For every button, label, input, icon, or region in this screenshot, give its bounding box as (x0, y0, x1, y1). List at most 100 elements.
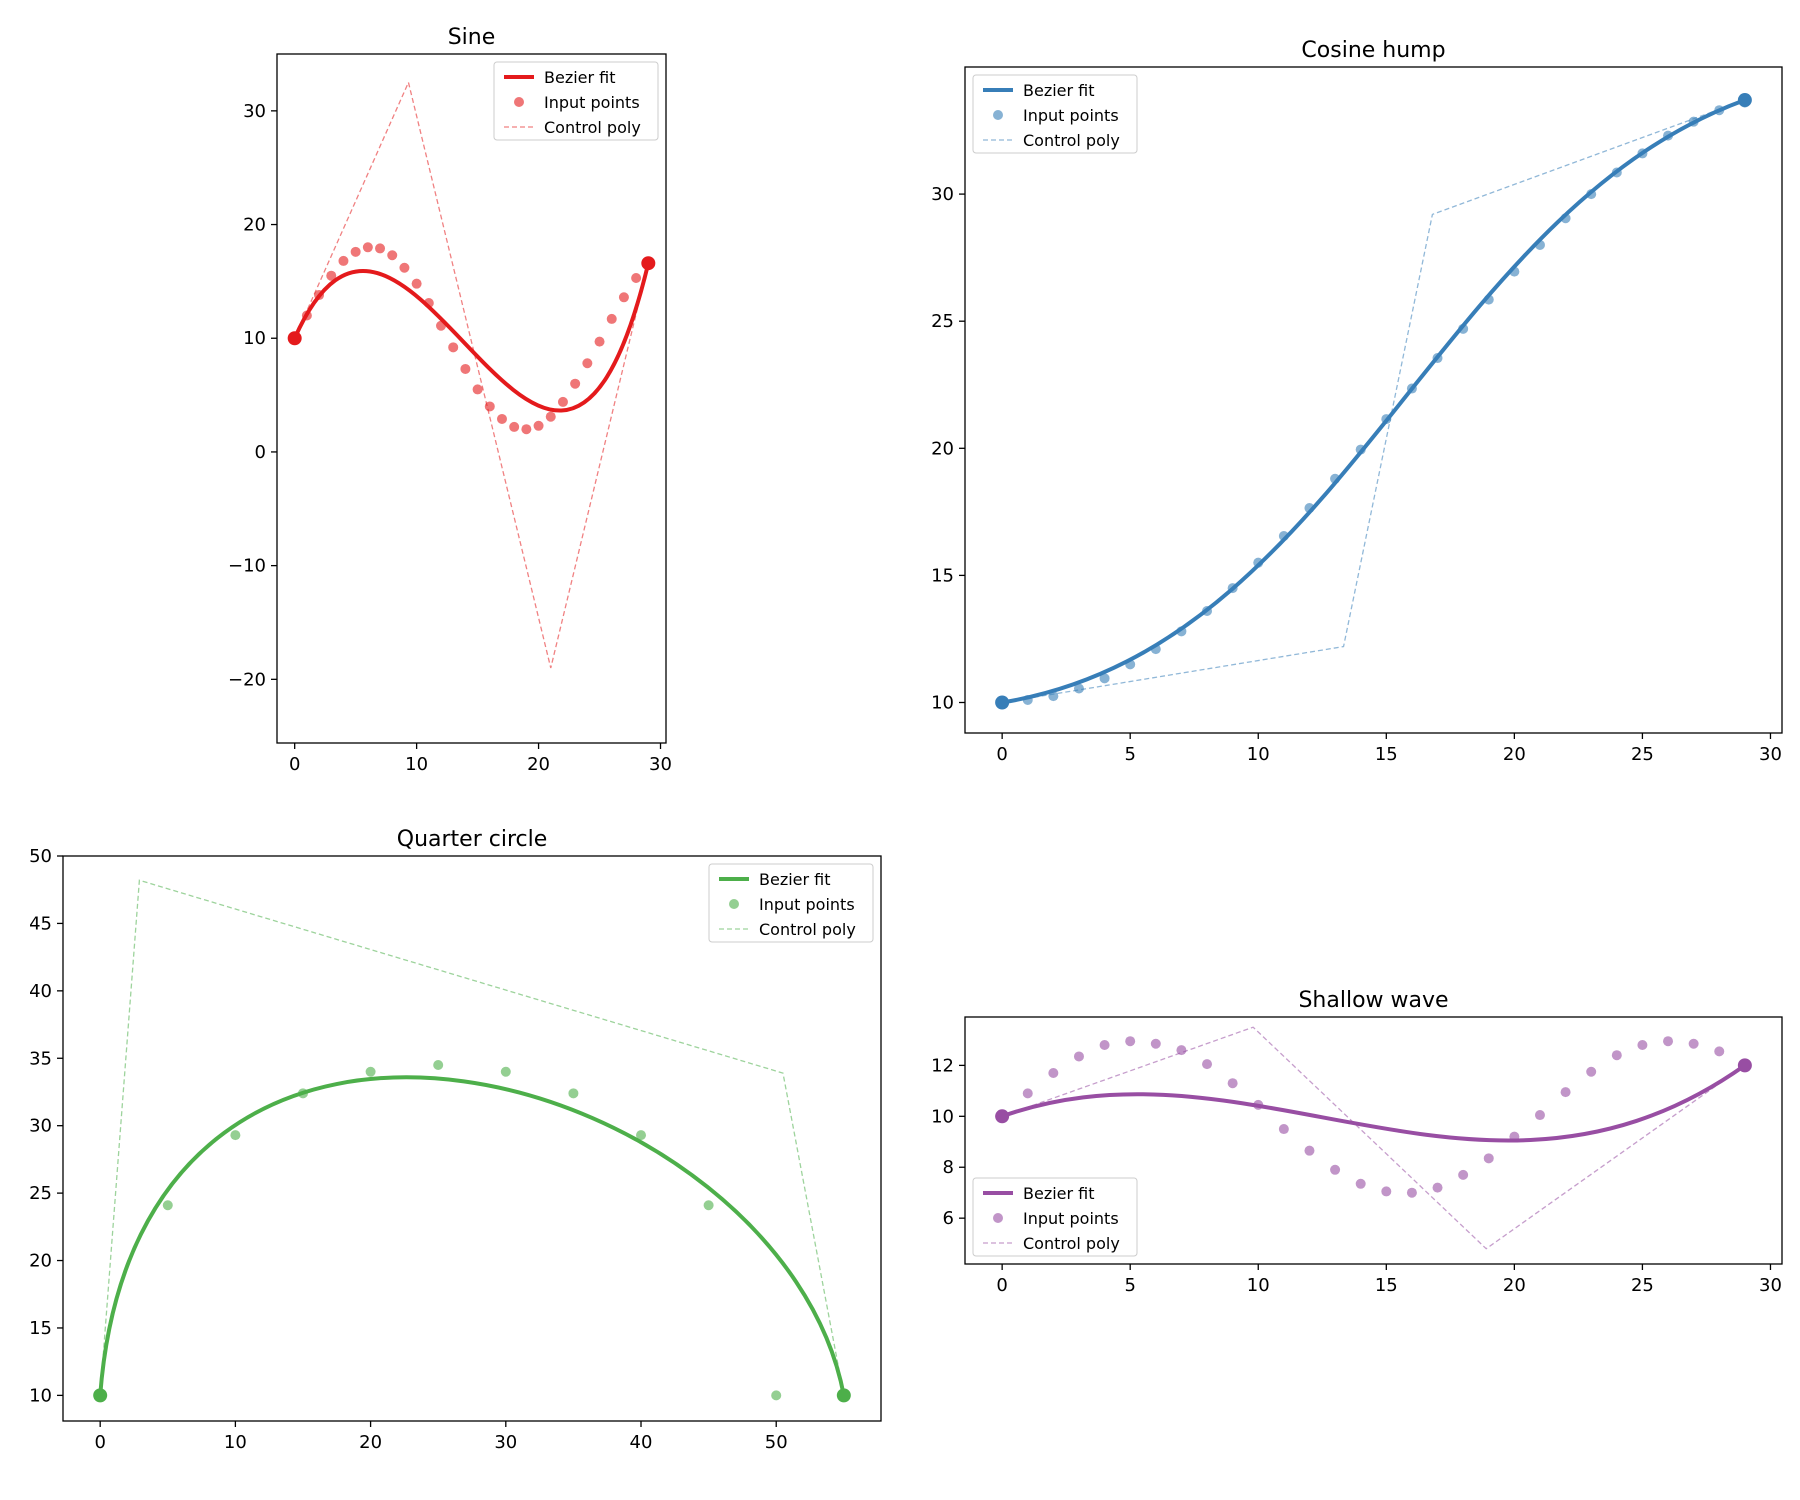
input-point (1586, 1066, 1597, 1077)
y-tick-label: 0 (255, 442, 266, 463)
input-point (582, 358, 593, 369)
subplot-4: Shallow wave 0 5 10 15 20 25 30 6 8 10 12 Bezier fit… (931, 988, 1783, 1296)
axes-frame (62, 855, 882, 1422)
control-polygon (1001, 1026, 1746, 1250)
input-point (365, 1066, 376, 1077)
input-point (568, 1088, 579, 1099)
y-tick-label: 6 (943, 1208, 954, 1229)
input-point (1022, 1088, 1033, 1099)
input-point (1381, 1186, 1392, 1197)
subplot-3: Quarter circle 0 10 20 30 40 50 10 15 20 25 30 35 40 4… (29, 827, 882, 1453)
input-point (557, 396, 568, 407)
input-point (362, 242, 373, 253)
legend-frame (708, 863, 874, 943)
legend-label: Bezier fit (759, 870, 831, 889)
input-point (1355, 1178, 1366, 1189)
x-tick-label: 30 (1759, 1275, 1782, 1296)
input-point (460, 363, 471, 374)
plot-area (997, 97, 1750, 708)
input-point (1150, 1038, 1161, 1049)
input-point (399, 262, 410, 273)
input-point (521, 424, 532, 435)
input-point (570, 378, 581, 389)
x-tick-label: 30 (1759, 744, 1782, 765)
endpoint-marker (287, 331, 302, 346)
input-point (631, 272, 642, 283)
legend-label: Input points (1023, 106, 1119, 125)
x-tick-label: 20 (1503, 1275, 1526, 1296)
legend-label: Control poly (544, 118, 641, 137)
x-tick-label: 10 (1247, 1275, 1270, 1296)
input-point (1406, 1187, 1417, 1198)
legend: Bezier fit Input points Control poly (493, 61, 659, 141)
legend-label: Bezier fit (544, 68, 616, 87)
endpoint-marker (641, 256, 656, 271)
x-tick-label: 0 (289, 754, 300, 775)
y-tick-label: 20 (29, 1251, 52, 1272)
legend-label: Input points (759, 895, 855, 914)
input-point (1099, 1040, 1110, 1051)
y-tick-label: 20 (931, 438, 954, 459)
y-tick-label: 30 (29, 1116, 52, 1137)
input-point (1534, 1110, 1545, 1121)
input-point (326, 270, 337, 281)
input-point (1073, 1051, 1084, 1062)
input-point (1432, 1182, 1443, 1193)
x-tick-label: 20 (527, 754, 550, 775)
legend-frame (493, 61, 659, 141)
legend-label: Input points (544, 93, 640, 112)
x-tick-label: 10 (1247, 744, 1270, 765)
x-tick-label: 30 (649, 754, 672, 775)
endpoint-marker (93, 1388, 108, 1403)
input-point (1125, 1036, 1136, 1047)
input-point (509, 421, 520, 432)
y-tick-label: 15 (29, 1318, 52, 1339)
legend: Bezier fit Input points Control poly (972, 1177, 1138, 1257)
input-point (500, 1066, 511, 1077)
y-tick-label: 10 (931, 1106, 954, 1127)
x-tick-label: 20 (1503, 744, 1526, 765)
input-point (230, 1130, 241, 1141)
endpoint-marker (836, 1388, 851, 1403)
y-tick-label: 40 (29, 981, 52, 1002)
input-point (636, 1130, 647, 1141)
y-tick-label: 8 (943, 1157, 954, 1178)
bezier-fit-curve (1001, 98, 1746, 705)
subplot-1: Sine 0 10 20 30 −20 −10 0 10 20 30 Bezier fit Input … (228, 25, 672, 775)
x-tick-label: 0 (94, 1432, 105, 1453)
input-point (1073, 683, 1084, 694)
input-point (1278, 1124, 1289, 1135)
x-tick-label: 50 (765, 1432, 788, 1453)
y-tick-label: 15 (931, 565, 954, 586)
input-point (594, 336, 605, 347)
input-point (1637, 1040, 1648, 1051)
endpoint-marker (995, 695, 1010, 710)
endpoint-marker (1737, 93, 1752, 108)
input-point (484, 401, 495, 412)
y-tick-label: −20 (228, 669, 266, 690)
x-tick-label: 25 (1631, 1275, 1654, 1296)
y-tick-label: 10 (931, 692, 954, 713)
subplot-title: Quarter circle (397, 827, 548, 852)
legend-swatch-point (993, 1213, 1003, 1223)
bezier-fit-curve (1001, 1063, 1747, 1143)
legend-label: Control poly (1023, 1234, 1120, 1253)
y-tick-label: 25 (29, 1183, 52, 1204)
input-point (1663, 1036, 1674, 1047)
y-tick-label: 45 (29, 913, 52, 934)
subplot-title: Sine (448, 25, 496, 50)
input-point (338, 255, 349, 266)
control-polygon (99, 879, 845, 1396)
plot-area (997, 1026, 1750, 1250)
legend-label: Control poly (1023, 131, 1120, 150)
input-point (1611, 1050, 1622, 1061)
legend: Bezier fit Input points Control poly (972, 74, 1138, 154)
input-point (1227, 1078, 1238, 1089)
input-point (1304, 1145, 1315, 1156)
input-point (433, 1060, 444, 1071)
legend: Bezier fit Input points Control poly (708, 863, 874, 943)
input-point (411, 278, 422, 289)
input-point (1330, 1164, 1341, 1175)
input-point (496, 413, 507, 424)
